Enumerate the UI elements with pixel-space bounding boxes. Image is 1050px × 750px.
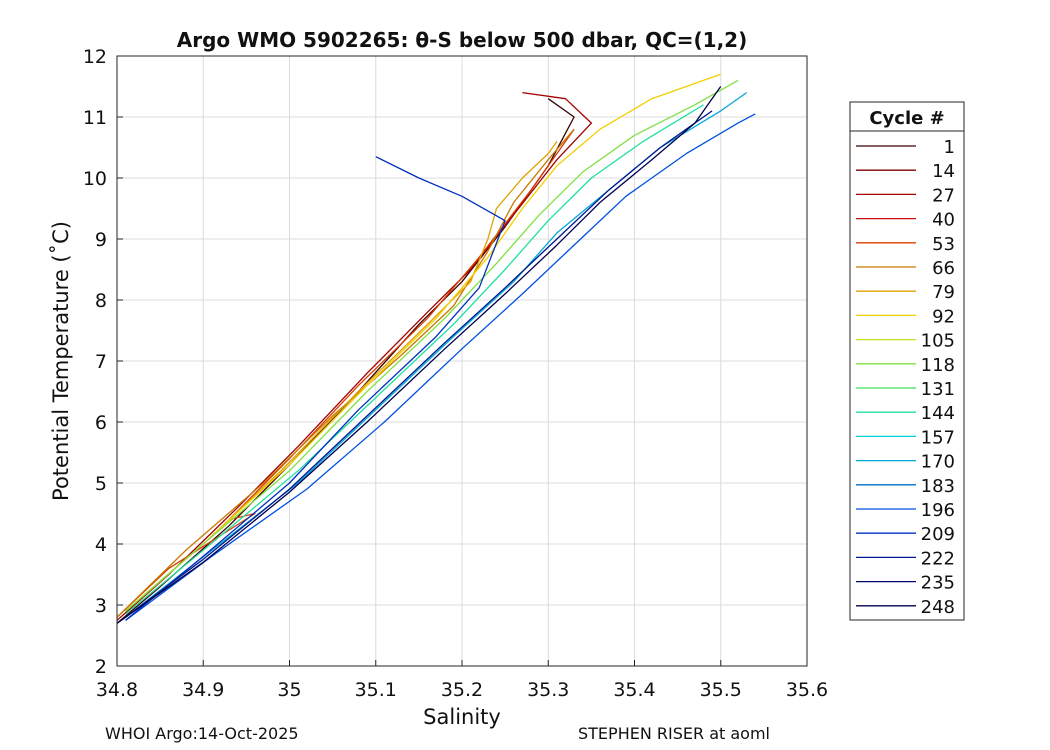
x-axis-label: Salinity xyxy=(423,705,501,729)
chart-title: Argo WMO 5902265: θ-S below 500 dbar, QC… xyxy=(177,28,747,52)
series-line-cycle-92 xyxy=(125,73,721,612)
x-tick-label: 35.4 xyxy=(613,679,655,701)
legend-entries: 1 14 27 40 53 66 79 92 105 118 131 144 157 170 183 196 2… xyxy=(856,137,955,618)
legend-label: 144 xyxy=(921,403,955,424)
series-lines xyxy=(116,73,756,624)
axis-ticks: 34.8 34.9 35 35.1 35.2 35.3 35.4 35.5 35.6 2 3 4 5 6 7… xyxy=(83,46,828,701)
y-tick-label: 7 xyxy=(95,351,107,373)
grid xyxy=(116,55,808,667)
legend-label: 27 xyxy=(932,185,955,206)
series-line-cycle-209 xyxy=(125,156,506,621)
y-axis-label: Potential Temperature (˚C) xyxy=(49,221,73,501)
y-tick-label: 9 xyxy=(95,229,107,251)
legend-label: 14 xyxy=(932,161,955,182)
y-tick-label: 6 xyxy=(95,412,107,434)
x-tick-label: 34.8 xyxy=(96,679,138,701)
x-tick-label: 35.5 xyxy=(700,679,742,701)
legend-label: 1 xyxy=(944,137,955,158)
legend-label: 157 xyxy=(921,427,955,448)
legend-title: Cycle # xyxy=(869,108,944,129)
y-tick-label: 2 xyxy=(95,656,107,678)
footer-source-date: WHOI Argo:14-Oct-2025 xyxy=(105,724,299,743)
series-line-cycle-144 xyxy=(125,104,704,615)
series-line-cycle-248 xyxy=(116,86,722,624)
legend-label: 105 xyxy=(921,331,955,352)
legend-label: 131 xyxy=(921,379,955,400)
series-line-cycle-66 xyxy=(116,128,575,618)
series-line-cycle-118 xyxy=(125,79,739,612)
legend: Cycle # 1 14 27 40 53 66 79 92 105 118 131 144 157 17… xyxy=(849,101,965,621)
legend-label: 53 xyxy=(932,234,955,255)
legend-label: 40 xyxy=(932,210,955,231)
y-tick-label: 11 xyxy=(83,107,107,129)
x-tick-label: 35.3 xyxy=(527,679,569,701)
legend-label: 248 xyxy=(921,597,955,618)
y-tick-label: 4 xyxy=(95,534,107,556)
y-tick-label: 5 xyxy=(95,473,107,495)
legend-label: 118 xyxy=(921,355,955,376)
legend-label: 66 xyxy=(932,258,955,279)
legend-label: 196 xyxy=(921,500,955,521)
legend-label: 92 xyxy=(932,306,955,327)
x-tick-label: 34.9 xyxy=(182,679,224,701)
series-line-cycle-53 xyxy=(116,128,575,618)
series-line-cycle-27 xyxy=(116,91,593,621)
legend-label: 79 xyxy=(932,282,955,303)
legend-label: 209 xyxy=(921,524,955,545)
x-tick-label: 35.2 xyxy=(441,679,483,701)
series-line-cycle-170 xyxy=(125,92,747,618)
legend-label: 222 xyxy=(921,548,955,569)
y-tick-label: 10 xyxy=(83,168,107,190)
x-tick-label: 35 xyxy=(277,679,301,701)
x-tick-label: 35.6 xyxy=(786,679,828,701)
legend-label: 183 xyxy=(921,476,955,497)
x-tick-label: 35.1 xyxy=(355,679,397,701)
y-tick-label: 3 xyxy=(95,595,107,617)
series-line-cycle-79 xyxy=(125,141,558,612)
legend-label: 235 xyxy=(921,573,955,594)
y-tick-label: 8 xyxy=(95,290,107,312)
footer-credit: STEPHEN RISER at aoml xyxy=(578,724,770,743)
legend-label: 170 xyxy=(921,452,955,473)
y-tick-label: 12 xyxy=(83,46,107,68)
series-line-cycle-222 xyxy=(116,110,713,624)
series-line-cycle-196 xyxy=(125,113,756,621)
